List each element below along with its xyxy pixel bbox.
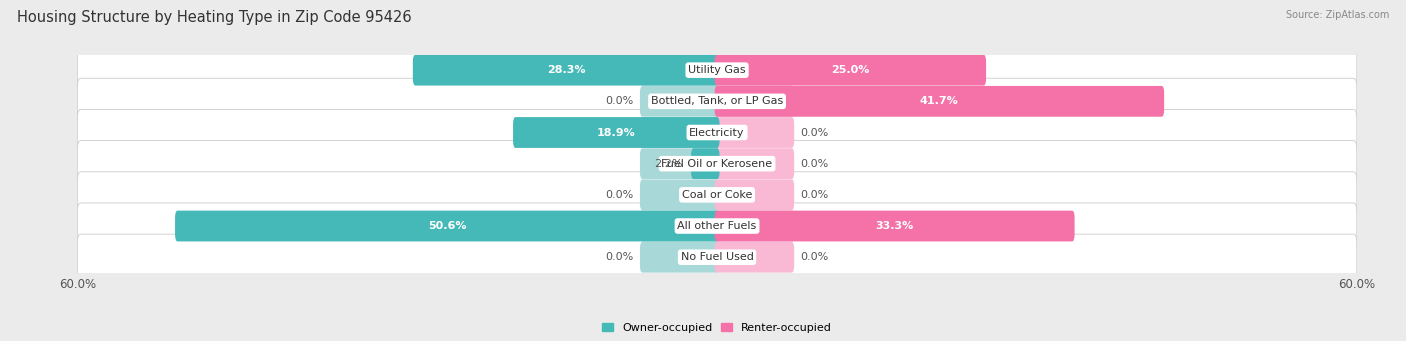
FancyBboxPatch shape: [692, 148, 720, 179]
Text: Utility Gas: Utility Gas: [689, 65, 745, 75]
Text: No Fuel Used: No Fuel Used: [681, 252, 754, 262]
Text: 0.0%: 0.0%: [800, 159, 828, 169]
Text: 25.0%: 25.0%: [831, 65, 869, 75]
FancyBboxPatch shape: [77, 172, 1357, 218]
Text: 50.6%: 50.6%: [427, 221, 467, 231]
FancyBboxPatch shape: [640, 117, 720, 148]
FancyBboxPatch shape: [714, 55, 986, 86]
FancyBboxPatch shape: [77, 234, 1357, 280]
Text: Coal or Coke: Coal or Coke: [682, 190, 752, 200]
FancyBboxPatch shape: [714, 211, 1074, 241]
FancyBboxPatch shape: [77, 109, 1357, 155]
FancyBboxPatch shape: [714, 117, 794, 148]
Text: 0.0%: 0.0%: [800, 190, 828, 200]
Text: 41.7%: 41.7%: [920, 96, 959, 106]
FancyBboxPatch shape: [640, 211, 720, 241]
Legend: Owner-occupied, Renter-occupied: Owner-occupied, Renter-occupied: [598, 318, 837, 337]
FancyBboxPatch shape: [714, 55, 794, 86]
Text: 0.0%: 0.0%: [606, 190, 634, 200]
FancyBboxPatch shape: [640, 86, 720, 117]
Text: 0.0%: 0.0%: [606, 252, 634, 262]
FancyBboxPatch shape: [640, 242, 720, 272]
FancyBboxPatch shape: [413, 55, 720, 86]
Text: 28.3%: 28.3%: [547, 65, 585, 75]
Text: Electricity: Electricity: [689, 128, 745, 137]
FancyBboxPatch shape: [77, 78, 1357, 124]
Text: Source: ZipAtlas.com: Source: ZipAtlas.com: [1285, 10, 1389, 20]
FancyBboxPatch shape: [714, 211, 794, 241]
Text: 0.0%: 0.0%: [606, 96, 634, 106]
FancyBboxPatch shape: [77, 203, 1357, 249]
Text: 2.2%: 2.2%: [654, 159, 683, 169]
Text: 33.3%: 33.3%: [876, 221, 914, 231]
FancyBboxPatch shape: [77, 140, 1357, 187]
FancyBboxPatch shape: [640, 179, 720, 210]
Text: Housing Structure by Heating Type in Zip Code 95426: Housing Structure by Heating Type in Zip…: [17, 10, 412, 25]
FancyBboxPatch shape: [714, 86, 1164, 117]
FancyBboxPatch shape: [714, 148, 794, 179]
FancyBboxPatch shape: [714, 86, 794, 117]
Text: 18.9%: 18.9%: [598, 128, 636, 137]
Text: All other Fuels: All other Fuels: [678, 221, 756, 231]
FancyBboxPatch shape: [640, 148, 720, 179]
FancyBboxPatch shape: [513, 117, 720, 148]
Text: 0.0%: 0.0%: [800, 252, 828, 262]
FancyBboxPatch shape: [176, 211, 720, 241]
Text: Bottled, Tank, or LP Gas: Bottled, Tank, or LP Gas: [651, 96, 783, 106]
FancyBboxPatch shape: [714, 179, 794, 210]
FancyBboxPatch shape: [714, 242, 794, 272]
FancyBboxPatch shape: [77, 47, 1357, 93]
Text: 0.0%: 0.0%: [800, 128, 828, 137]
FancyBboxPatch shape: [640, 55, 720, 86]
Text: Fuel Oil or Kerosene: Fuel Oil or Kerosene: [661, 159, 773, 169]
